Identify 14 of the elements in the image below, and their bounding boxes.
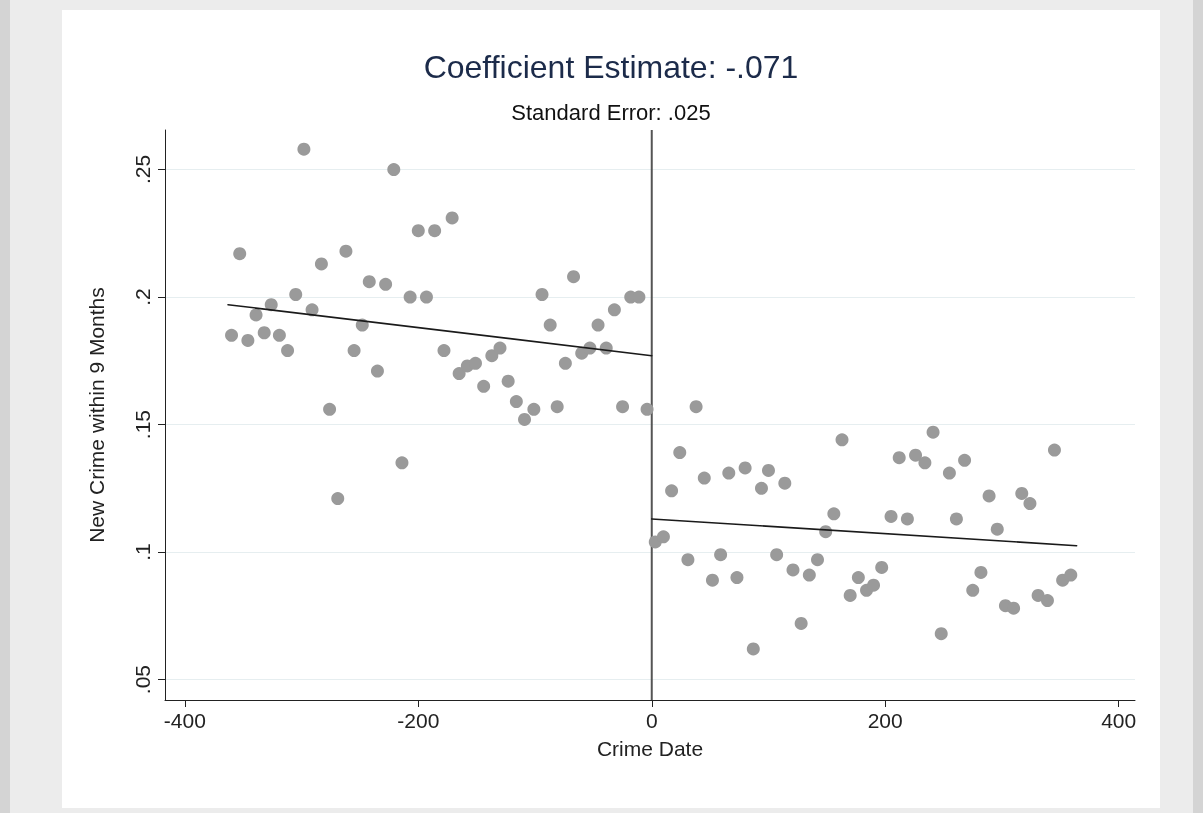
chart-subtitle: Standard Error: .025 <box>511 99 711 125</box>
chart-title: Coefficient Estimate: -.071 <box>423 49 799 85</box>
y-tick-label: .25 <box>131 154 154 185</box>
y-tick-label: .15 <box>131 409 154 440</box>
y-tick-label: .2 <box>131 288 154 306</box>
y-tick-label: .05 <box>131 665 154 695</box>
x-axis-title: Crime Date <box>596 737 704 760</box>
x-tick-label: 200 <box>867 709 903 732</box>
y-tick-label: .1 <box>131 543 154 561</box>
x-tick-label: 0 <box>645 709 658 732</box>
y-axis-title: New Crime within 9 Months <box>85 287 108 543</box>
x-tick-label: -400 <box>163 709 206 732</box>
x-tick-label: 400 <box>1101 709 1137 732</box>
x-tick-label: -200 <box>397 709 440 732</box>
